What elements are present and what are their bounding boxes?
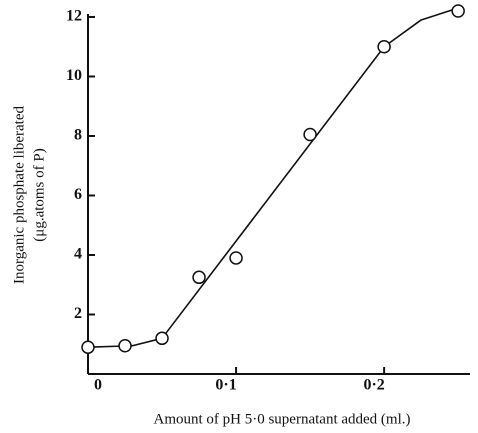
y-axis-title: (μg.atoms of P) [31, 148, 47, 241]
y-tick-label: 8 [74, 127, 82, 144]
y-tick-label: 12 [66, 8, 82, 25]
data-point [451, 4, 465, 18]
data-point [303, 127, 317, 142]
data-point [229, 251, 243, 265]
y-tick-label: 10 [66, 67, 82, 84]
y-tick-label: 2 [74, 305, 82, 322]
fit-curve [87, 7, 459, 349]
x-tick-label: 0·2 [363, 377, 384, 394]
y-tick-label: 4 [74, 246, 82, 263]
y-axis-title: Inorganic phosphate liberated [11, 106, 27, 284]
data-point [377, 39, 391, 54]
data-point [118, 338, 132, 353]
data-point [81, 340, 95, 354]
x-axis-title: Amount of pH 5·0 supernatant added (ml.) [153, 411, 410, 427]
y-tick-label: 6 [74, 186, 82, 203]
data-point [192, 270, 206, 285]
x-tick-label: 0·1 [215, 377, 236, 394]
data-point [155, 331, 169, 346]
x-tick-label: 0 [94, 377, 102, 394]
